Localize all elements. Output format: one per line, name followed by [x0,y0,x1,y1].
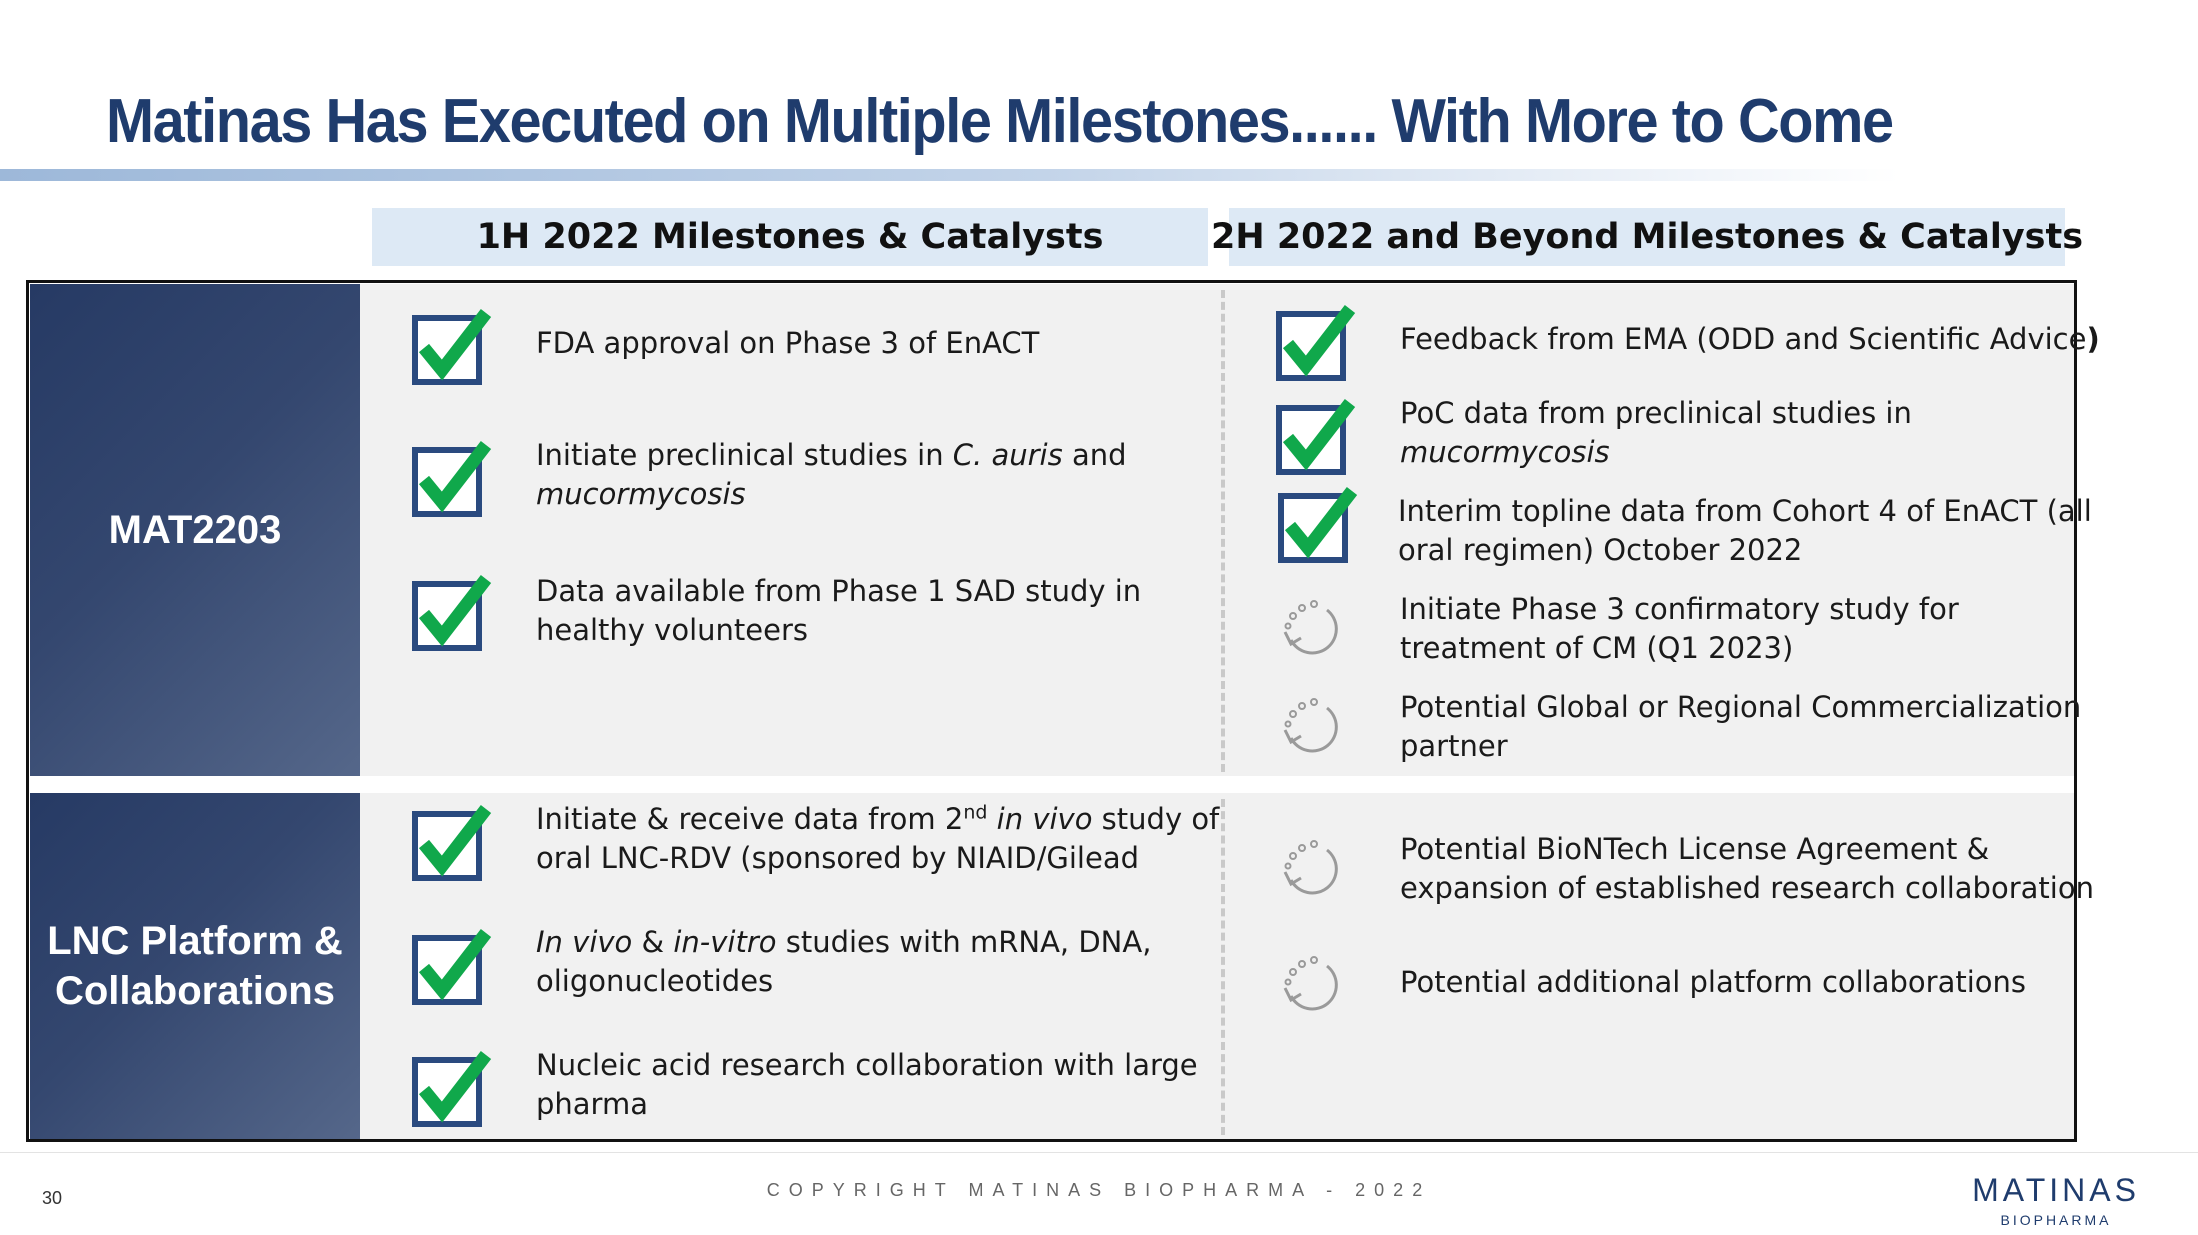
refresh-pending-icon [1277,692,1347,762]
logo-subtitle: BIOPHARMA [2000,1212,2112,1228]
lnc-section [30,793,2074,1139]
footer-divider [0,1152,2198,1153]
milestone-item: Initiate Phase 3 confirmatory study for … [1400,592,1959,665]
mat2203-section [30,284,2074,776]
milestone-item: Interim topline data from Cohort 4 of En… [1398,494,2092,567]
logo-wordmark: MATINAS [1972,1172,2140,1208]
page-title: Matinas Has Executed on Multiple Milesto… [106,87,1894,156]
refresh-pending-icon [1277,834,1347,904]
milestone-item: Initiate & receive data from 2nd in vivo… [536,801,1220,875]
milestone-item: Initiate preclinical studies in C. auris… [536,438,1127,511]
checkbox-checked-icon [1276,398,1356,476]
milestone-item: Potential BioNTech License Agreement & e… [1400,832,2094,905]
milestone-item: Data available from Phase 1 SAD study in… [536,574,1142,647]
checkbox-checked-icon [412,308,492,386]
column-divider [1221,290,1225,772]
checkbox-checked-icon [412,804,492,882]
column-header-2h-2022: 2H 2022 and Beyond Milestones & Catalyst… [1211,208,2083,266]
row-label-lnc-line1: LNC Platform & [47,919,343,963]
milestone-item: PoC data from preclinical studies in muc… [1400,396,1912,469]
title-underline [0,169,1900,181]
checkbox-checked-icon [1276,304,1356,382]
milestone-item: Potential Global or Regional Commerciali… [1400,690,2082,763]
checkbox-checked-icon [412,574,492,652]
checkbox-checked-icon [412,1050,492,1128]
page-number: 30 [42,1188,63,1208]
matinas-logo: MATINAS BIOPHARMA [1968,1172,2144,1228]
checkbox-checked-icon [412,928,492,1006]
row-label-lnc: LNC Platform & Collaborations [30,793,360,1139]
row-label-lnc-line2: Collaborations [54,969,335,1013]
refresh-pending-icon [1277,950,1347,1020]
milestone-item: FDA approval on Phase 3 of EnACT [536,326,1040,360]
checkbox-checked-icon [1278,486,1358,564]
row-label-mat2203: MAT2203 [30,284,360,776]
milestone-item: Potential additional platform collaborat… [1400,965,2027,999]
milestone-item: Feedback from EMA (ODD and Scientific Ad… [1400,322,2100,356]
row-label-mat2203-text: MAT2203 [108,508,282,552]
column-header-1h-2022: 1H 2022 Milestones & Catalysts [372,208,1208,266]
column-divider [1221,799,1225,1135]
refresh-pending-icon [1277,594,1347,664]
copyright-text: COPYRIGHT MATINAS BIOPHARMA - 2022 [766,1180,1432,1200]
milestone-item: In vivo & in-vitro studies with mRNA, DN… [536,925,1152,998]
checkbox-checked-icon [412,440,492,518]
milestone-item: Nucleic acid research collaboration with… [536,1048,1198,1121]
